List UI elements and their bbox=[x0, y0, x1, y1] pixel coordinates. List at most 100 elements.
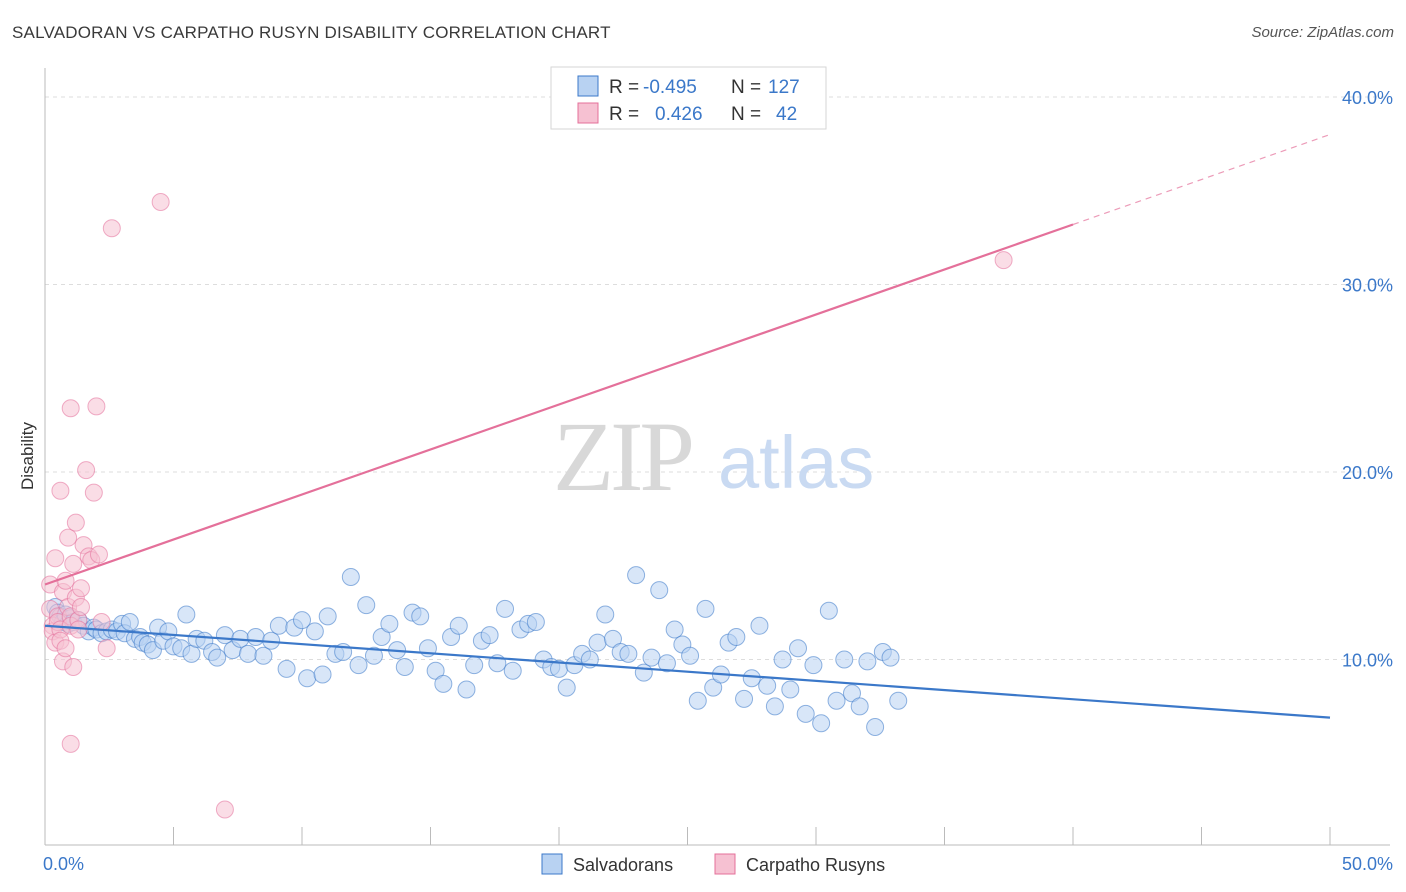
data-point bbox=[357, 596, 376, 615]
data-point bbox=[64, 658, 83, 676]
legend-n-value-2: 42 bbox=[776, 104, 797, 125]
data-point bbox=[696, 599, 715, 618]
data-point bbox=[727, 628, 746, 646]
legend-n-value-1: 127 bbox=[768, 77, 800, 98]
data-point bbox=[773, 650, 792, 669]
data-point bbox=[750, 616, 769, 635]
trend-line-carpatho-rusyns bbox=[44, 223, 1074, 586]
data-point bbox=[277, 659, 296, 678]
data-point bbox=[889, 691, 908, 710]
data-point bbox=[61, 734, 80, 753]
data-point bbox=[858, 652, 877, 671]
data-point bbox=[269, 616, 288, 635]
data-point bbox=[457, 680, 476, 699]
data-point bbox=[634, 663, 653, 682]
data-point bbox=[102, 219, 121, 238]
data-point bbox=[796, 704, 815, 723]
data-point bbox=[246, 628, 265, 646]
data-points bbox=[41, 193, 1013, 819]
data-point bbox=[789, 639, 808, 658]
data-point bbox=[254, 646, 273, 665]
legend-r-value-2: 0.426 bbox=[655, 104, 703, 125]
data-point bbox=[341, 568, 360, 586]
data-point bbox=[557, 678, 576, 697]
legend-swatch-carpatho-rusyns bbox=[577, 102, 599, 124]
data-point bbox=[496, 599, 515, 618]
data-point bbox=[395, 658, 414, 676]
data-point bbox=[349, 656, 368, 675]
trend-line-carpatho-rusyns-extrapolated bbox=[1072, 133, 1331, 226]
data-point bbox=[92, 613, 111, 631]
y-tick-label: 20.0% bbox=[1342, 463, 1393, 483]
data-point bbox=[84, 483, 103, 502]
data-point bbox=[56, 639, 75, 658]
y-tick-label: 30.0% bbox=[1342, 276, 1393, 296]
x-tick-label: 50.0% bbox=[1342, 854, 1393, 874]
data-point bbox=[364, 646, 383, 665]
data-point bbox=[87, 397, 106, 416]
data-point bbox=[313, 665, 332, 684]
data-point bbox=[239, 644, 258, 663]
data-point bbox=[380, 614, 399, 633]
legend-n-label-1: N = bbox=[731, 77, 761, 98]
data-point bbox=[480, 626, 499, 645]
data-point bbox=[215, 800, 234, 819]
data-point bbox=[619, 644, 638, 663]
data-point bbox=[465, 656, 484, 675]
watermark: ZIP atlas bbox=[553, 401, 874, 512]
data-point bbox=[765, 697, 784, 716]
y-tick-label: 40.0% bbox=[1342, 88, 1393, 108]
bottom-legend-swatch-salvadorans bbox=[541, 853, 563, 875]
data-point bbox=[293, 611, 311, 630]
data-point bbox=[681, 646, 700, 665]
source-label: Source: ZipAtlas.com bbox=[1251, 24, 1394, 41]
data-point bbox=[503, 661, 522, 680]
data-point bbox=[208, 648, 227, 667]
legend-r-label-1: R = bbox=[609, 77, 639, 98]
data-point bbox=[71, 598, 90, 616]
watermark-atlas: atlas bbox=[718, 421, 874, 504]
bottom-legend-salvadorans: Salvadorans bbox=[573, 855, 673, 875]
data-point bbox=[120, 613, 139, 631]
data-point bbox=[66, 513, 85, 532]
chart-title: SALVADORAN VS CARPATHO RUSYN DISABILITY … bbox=[12, 23, 611, 42]
axes bbox=[44, 68, 1390, 846]
data-point bbox=[866, 718, 885, 736]
data-point bbox=[850, 697, 869, 716]
data-point bbox=[804, 656, 823, 675]
data-point bbox=[688, 691, 707, 710]
data-point bbox=[827, 691, 846, 710]
data-point bbox=[151, 193, 170, 211]
watermark-zip: ZIP bbox=[553, 401, 691, 512]
data-point bbox=[449, 616, 468, 635]
data-point bbox=[71, 579, 90, 598]
legend-swatch-salvadorans bbox=[577, 75, 599, 97]
data-point bbox=[812, 714, 831, 733]
data-point bbox=[64, 554, 83, 573]
legend-n-label-2: N = bbox=[731, 104, 761, 125]
data-point bbox=[434, 674, 453, 693]
data-point bbox=[177, 605, 196, 624]
legend-r-label-2: R = bbox=[609, 104, 639, 125]
data-point bbox=[215, 626, 234, 645]
data-point bbox=[627, 566, 646, 585]
data-point bbox=[97, 639, 116, 658]
data-point bbox=[526, 613, 545, 631]
data-point bbox=[77, 461, 96, 480]
data-point bbox=[650, 581, 669, 600]
data-point bbox=[89, 545, 108, 564]
data-point bbox=[742, 669, 761, 688]
data-point bbox=[298, 669, 317, 688]
data-point bbox=[642, 648, 661, 667]
y-tick-labels: 10.0% 20.0% 30.0% 40.0% bbox=[1342, 88, 1393, 671]
data-point bbox=[758, 676, 777, 695]
bottom-legend: Salvadorans Carpatho Rusyns bbox=[541, 853, 885, 875]
grid-lines bbox=[45, 96, 1390, 660]
legend: R = -0.495 N = 127 R = 0.426 N = 42 bbox=[550, 66, 827, 130]
data-point bbox=[881, 648, 900, 667]
y-tick-label: 10.0% bbox=[1342, 651, 1393, 671]
data-point bbox=[781, 680, 800, 699]
data-point bbox=[51, 481, 70, 500]
data-point bbox=[46, 549, 65, 568]
data-point bbox=[819, 601, 838, 620]
